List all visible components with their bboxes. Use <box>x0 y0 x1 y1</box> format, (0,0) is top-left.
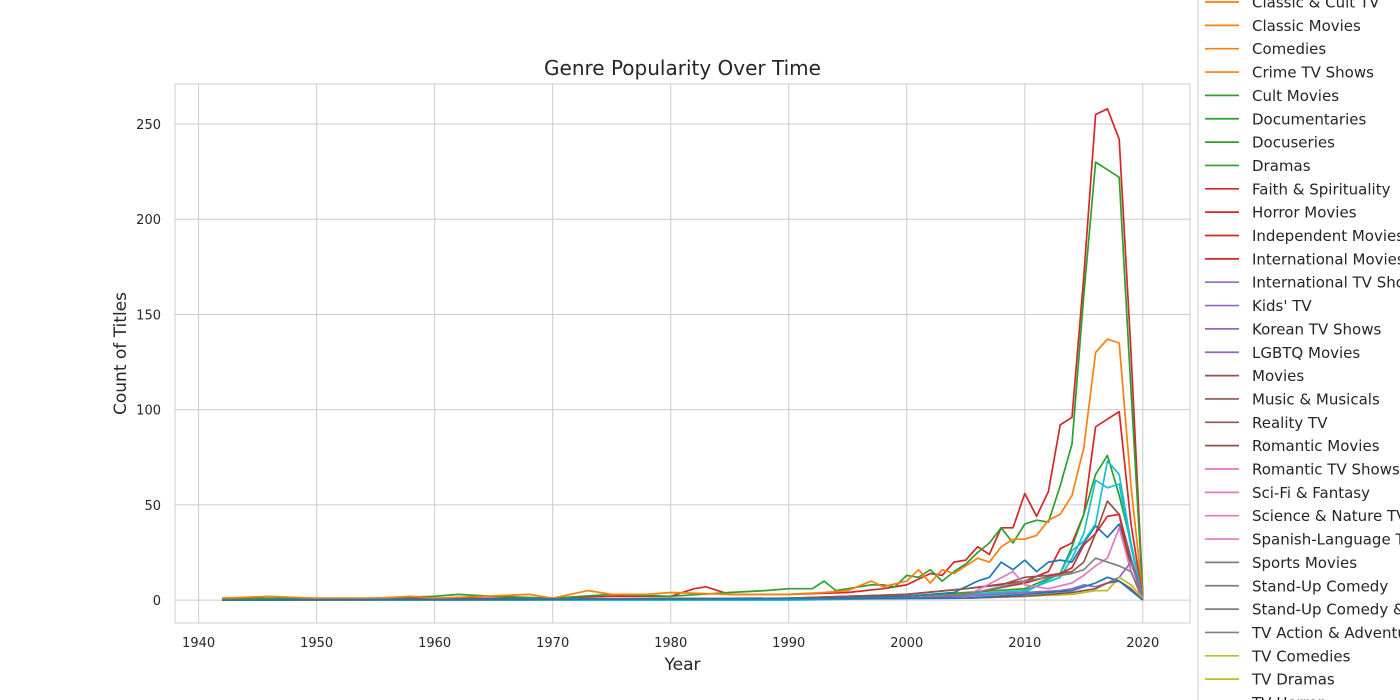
series-line <box>222 576 1144 601</box>
x-tick-label: 1990 <box>772 636 805 651</box>
legend-label: Stand-Up Comedy & Talk Shows <box>1252 601 1400 619</box>
legend-item: Dramas <box>1205 157 1311 175</box>
legend-item: Faith & Spirituality <box>1205 180 1391 198</box>
chart-title: Genre Popularity Over Time <box>544 56 821 80</box>
legend-item: International Movies <box>1205 250 1400 268</box>
legend-item: Music & Musicals <box>1205 390 1380 408</box>
legend-label: TV Action & Adventure <box>1251 624 1400 642</box>
legend-label: Kids' TV <box>1252 297 1312 315</box>
legend-item: Crime TV Shows <box>1205 64 1374 82</box>
series-line <box>222 479 1144 601</box>
legend-label: TV Comedies <box>1251 647 1351 665</box>
legend-item: Stand-Up Comedy <box>1205 577 1388 595</box>
legend-item: TV Horror <box>1251 694 1325 700</box>
legend-item: Sci-Fi & Fantasy <box>1205 484 1370 502</box>
legend-item: LGBTQ Movies <box>1205 344 1360 362</box>
legend-label: Crime TV Shows <box>1252 64 1374 82</box>
x-tick-label: 1940 <box>182 636 215 651</box>
series-line <box>222 338 1144 600</box>
legend-item: Movies <box>1205 367 1304 385</box>
legend-label: Sci-Fi & Fantasy <box>1252 484 1370 502</box>
x-tick-label: 2020 <box>1126 636 1159 651</box>
legend-label: International TV Shows <box>1252 274 1400 292</box>
legend-label: International Movies <box>1252 250 1400 268</box>
legend-item: Classic & Cult TV <box>1205 0 1380 12</box>
x-tick-label: 1980 <box>654 636 687 651</box>
y-tick-label: 200 <box>136 213 161 228</box>
legend-frame <box>1197 0 1400 700</box>
y-tick-label: 0 <box>153 594 161 609</box>
series-line <box>222 161 1144 600</box>
grid-lines <box>175 84 1190 623</box>
x-axis-title: Year <box>664 655 701 675</box>
x-tick-labels: 1940 1950 1960 1970 1980 1990 2000 2010 2020 <box>182 636 1159 651</box>
legend: Classic & Cult TV Classic Movies Comedies C… <box>1197 0 1400 700</box>
legend-item: TV Dramas <box>1205 671 1335 689</box>
legend-label: Faith & Spirituality <box>1252 180 1391 198</box>
legend-item: Romantic TV Shows <box>1205 461 1400 479</box>
legend-label: Romantic Movies <box>1252 437 1380 455</box>
legend-item: Comedies <box>1205 40 1326 58</box>
legend-label: Classic & Cult TV <box>1252 0 1380 12</box>
x-tick-label: 1970 <box>536 636 569 651</box>
series-line <box>222 557 1144 601</box>
legend-label: Science & Nature TV <box>1252 507 1400 525</box>
y-axis-title: Count of Titles <box>111 292 131 415</box>
series-line <box>222 523 1144 601</box>
legend-label: Stand-Up Comedy <box>1252 577 1388 595</box>
series-lines <box>222 107 1144 601</box>
x-tick-label: 1950 <box>300 636 333 651</box>
legend-label: Comedies <box>1252 40 1326 58</box>
legend-label: TV Horror <box>1251 694 1325 700</box>
legend-label: Korean TV Shows <box>1252 320 1381 338</box>
legend-item: Spanish-Language TV Shows <box>1205 531 1400 549</box>
legend-label: Cult Movies <box>1252 87 1339 105</box>
series-line <box>222 107 1144 601</box>
legend-label: Music & Musicals <box>1252 390 1380 408</box>
legend-label: Movies <box>1252 367 1304 385</box>
y-tick-label: 50 <box>144 499 161 514</box>
series-line <box>222 561 1144 601</box>
x-tick-label: 2000 <box>890 636 923 651</box>
legend-item: Science & Nature TV <box>1205 507 1400 525</box>
legend-item: Documentaries <box>1205 110 1366 128</box>
y-tick-label: 150 <box>136 308 161 323</box>
legend-item: Reality TV <box>1205 414 1328 432</box>
legend-label: Romantic TV Shows <box>1252 461 1400 479</box>
legend-item: TV Action & Adventure <box>1205 624 1400 642</box>
legend-item: TV Comedies <box>1205 647 1351 665</box>
legend-label: Spanish-Language TV Shows <box>1252 531 1400 549</box>
legend-item: Classic Movies <box>1205 17 1361 35</box>
legend-label: Documentaries <box>1252 110 1366 128</box>
y-tick-label: 100 <box>136 404 161 419</box>
legend-item: Kids' TV <box>1205 297 1312 315</box>
legend-label: Classic Movies <box>1252 17 1361 35</box>
plot-frame <box>174 83 1191 624</box>
legend-label: LGBTQ Movies <box>1252 344 1360 362</box>
legend-item: Independent Movies <box>1205 227 1400 245</box>
legend-item: Sports Movies <box>1205 554 1357 572</box>
legend-item: Korean TV Shows <box>1205 320 1381 338</box>
x-tick-label: 2010 <box>1008 636 1041 651</box>
legend-item: Docuseries <box>1205 134 1335 152</box>
x-tick-label: 1960 <box>418 636 451 651</box>
legend-item: Cult Movies <box>1205 87 1339 105</box>
legend-label: Horror Movies <box>1252 204 1357 222</box>
y-tick-labels: 0 50 100 150 200 250 <box>136 118 161 609</box>
legend-label: Sports Movies <box>1252 554 1357 572</box>
legend-item: International TV Shows <box>1205 274 1400 292</box>
legend-label: Reality TV <box>1252 414 1328 432</box>
series-line <box>222 410 1144 601</box>
legend-item: Stand-Up Comedy & Talk Shows <box>1205 601 1400 619</box>
legend-item: Romantic Movies <box>1205 437 1380 455</box>
legend-label: TV Dramas <box>1251 671 1335 689</box>
series-line <box>222 460 1144 601</box>
y-tick-label: 250 <box>136 118 161 133</box>
legend-label: Independent Movies <box>1252 227 1400 245</box>
legend-label: Docuseries <box>1252 134 1335 152</box>
legend-label: Dramas <box>1252 157 1311 175</box>
legend-item: Horror Movies <box>1205 204 1357 222</box>
